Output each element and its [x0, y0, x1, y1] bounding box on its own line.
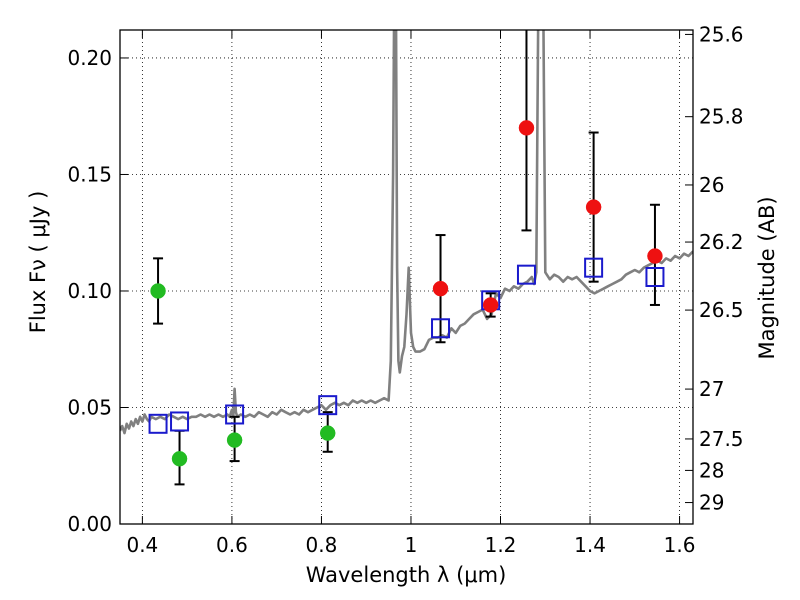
y-tick-label: 0.15 — [67, 162, 112, 186]
red-photometry-point — [518, 120, 535, 136]
marker-layer — [148, 120, 665, 467]
red-photometry-point — [585, 199, 602, 215]
green-photometry-point — [226, 432, 243, 448]
x-tick-label: 1.4 — [574, 533, 606, 557]
model-spectrum-line — [120, 30, 693, 435]
right-tick-label: 28 — [699, 458, 724, 482]
right-tick-label: 26.5 — [699, 298, 744, 322]
red-photometry-point — [647, 248, 663, 264]
right-tick-label: 25.8 — [699, 105, 744, 129]
right-tick-label: 29 — [699, 491, 724, 515]
green-photometry-point — [150, 283, 166, 299]
model-magnitude-square — [584, 257, 604, 278]
right-tick-label: 27.5 — [699, 427, 744, 451]
y-axis-label: Flux Fν ( μJy ) — [26, 191, 50, 334]
plot-frame — [119, 29, 694, 525]
x-tick-label: 0.6 — [216, 533, 248, 557]
x-tick-label: 1 — [405, 533, 418, 557]
x-tick-label: 1.2 — [485, 533, 517, 557]
y-tick-label: 0.20 — [67, 46, 112, 70]
x-axis-label: Wavelength λ (μm) — [306, 563, 507, 587]
right-axis-label: Magnitude (AB) — [755, 196, 779, 359]
red-photometry-point — [432, 280, 449, 297]
model-magnitude-square — [516, 264, 536, 285]
tick-marks — [120, 30, 693, 525]
model-magnitude-square — [431, 318, 451, 339]
model-spectrum-layer — [120, 30, 693, 435]
green-photometry-point — [171, 451, 188, 467]
x-tick-label: 0.4 — [126, 533, 158, 557]
right-tick-label: 26 — [699, 173, 724, 197]
tick-labels: 0.4 0.6 0.8 1 1.2 1.4 1.6 0.00 0.05 0.10 0.15 0.20 2… — [67, 22, 743, 557]
model-magnitude-square — [148, 413, 168, 434]
green-photometry-point — [319, 425, 336, 441]
model-magnitude-square — [645, 267, 665, 287]
model-magnitude-square — [318, 395, 338, 416]
y-tick-label: 0.05 — [67, 395, 112, 419]
right-tick-label: 27 — [699, 377, 724, 401]
model-magnitude-square — [170, 411, 190, 432]
x-tick-label: 1.6 — [664, 533, 696, 557]
red-photometry-point — [482, 297, 499, 313]
right-tick-label: 25.6 — [699, 22, 744, 46]
right-tick-label: 26.2 — [699, 230, 744, 254]
model-magnitude-square — [225, 404, 245, 425]
y-tick-label: 0.10 — [67, 279, 112, 303]
y-tick-label: 0.00 — [67, 512, 112, 536]
plot-background — [120, 30, 693, 524]
x-tick-label: 0.8 — [306, 533, 338, 557]
